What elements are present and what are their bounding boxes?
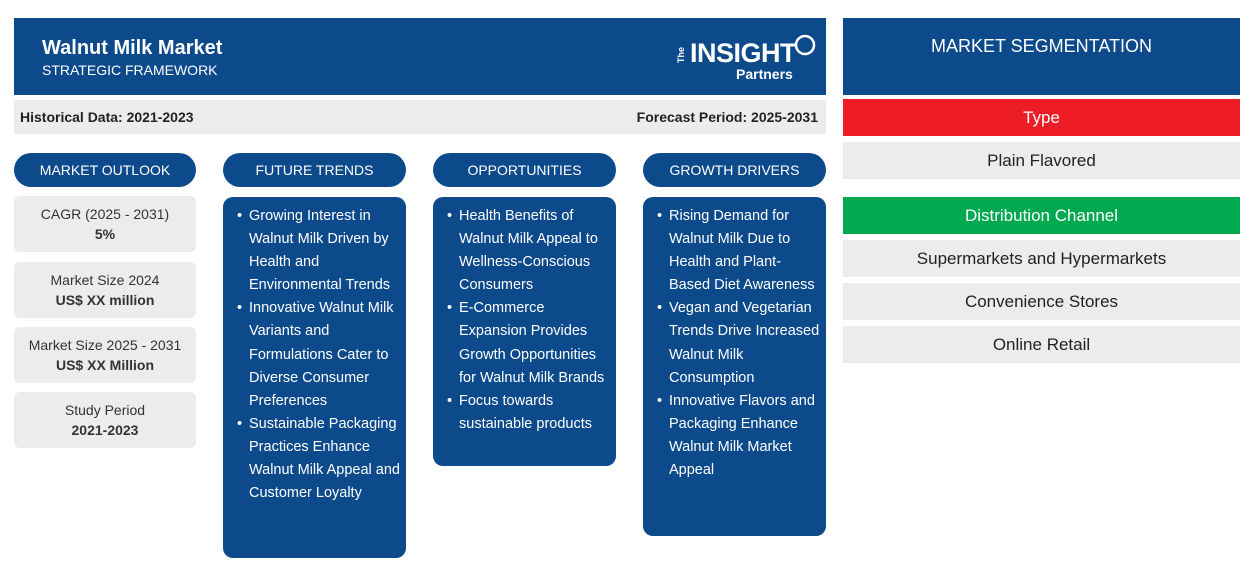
segment-distribution-header: Distribution Channel [843,197,1240,234]
page-subtitle: STRATEGIC FRAMEWORK [42,62,218,78]
list-item: E-Commerce Expansion Provides Growth Opp… [447,297,610,389]
segmentation-heading: MARKET SEGMENTATION [843,18,1240,95]
stat-value: US$ XX Million [55,357,154,373]
stat-study-period: Study Period 2021-2023 [14,392,196,448]
forecast-period: Forecast Period: 2025-2031 [636,109,818,125]
stat-market-size-forecast: Market Size 2025 - 2031 US$ XX Million [14,327,196,383]
segment-item: Online Retail [843,326,1240,363]
stat-value: 2021-2023 [71,422,139,438]
period-bar: Historical Data: 2021-2023 Forecast Peri… [14,100,826,134]
logo-brand: INSIGHT [690,38,797,68]
stat-value: US$ XX million [55,292,155,308]
list-item: Innovative Flavors and Packaging Enhance… [657,390,820,482]
list-item: Innovative Walnut Milk Variants and Form… [237,297,400,412]
stat-label: Market Size 2024 [50,272,160,288]
segment-type-header: Type [843,99,1240,136]
page-title: Walnut Milk Market [42,37,223,59]
list-item: Focus towards sustainable products [447,390,610,436]
logo-sub: Partners [736,66,793,82]
header-banner: Walnut Milk Market STRATEGIC FRAMEWORK T… [14,18,826,95]
stat-label: Market Size 2025 - 2031 [28,337,182,353]
future-trends-heading: FUTURE TRENDS [223,153,406,187]
stat-value: 5% [94,226,116,242]
market-outlook-heading: MARKET OUTLOOK [14,153,196,187]
segment-item: Convenience Stores [843,283,1240,320]
growth-drivers-card: Rising Demand for Walnut Milk Due to Hea… [643,197,826,536]
future-trends-card: Growing Interest in Walnut Milk Driven b… [223,197,406,558]
historical-period: Historical Data: 2021-2023 [20,109,194,125]
logo-swoosh-icon [794,34,816,56]
stat-cagr: CAGR (2025 - 2031) 5% [14,196,196,252]
list-item: Rising Demand for Walnut Milk Due to Hea… [657,205,820,297]
list-item: Sustainable Packaging Practices Enhance … [237,413,400,505]
logo-the: The [676,46,686,63]
list-item: Growing Interest in Walnut Milk Driven b… [237,205,400,297]
stat-market-size-2024: Market Size 2024 US$ XX million [14,262,196,318]
stat-label: Study Period [64,402,146,418]
opportunities-card: Health Benefits of Walnut Milk Appeal to… [433,197,616,466]
segment-item: Supermarkets and Hypermarkets [843,240,1240,277]
insight-partners-logo: The INSIGHT Partners [670,33,820,88]
segment-item: Plain Flavored [843,142,1240,179]
list-item: Vegan and Vegetarian Trends Drive Increa… [657,297,820,389]
list-item: Health Benefits of Walnut Milk Appeal to… [447,205,610,297]
opportunities-heading: OPPORTUNITIES [433,153,616,187]
stat-label: CAGR (2025 - 2031) [40,206,170,222]
growth-drivers-heading: GROWTH DRIVERS [643,153,826,187]
